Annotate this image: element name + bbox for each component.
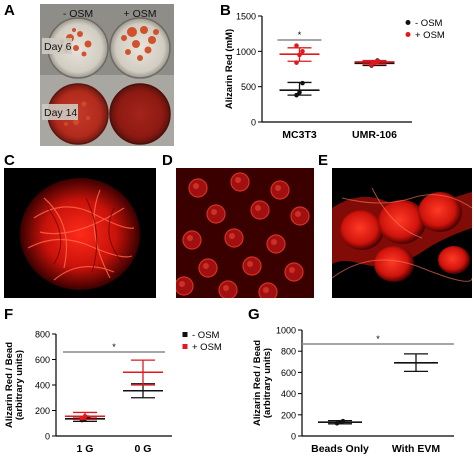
panel-letter-f: F (4, 306, 14, 323)
y-axis-label: Alizarin Red (mM) (224, 29, 235, 109)
panel-letter-g: G (248, 306, 260, 323)
y-tick-label: 800 (281, 347, 296, 357)
fibrous-texture (27, 189, 135, 281)
dispersed-bead-highlight (235, 177, 241, 183)
evm-bead-3 (418, 192, 462, 232)
y-tick-label: 0 (291, 432, 296, 442)
legend-label: + OSM (415, 30, 445, 41)
dispersed-bead-highlight (271, 239, 277, 245)
evm-bead-2 (378, 200, 426, 244)
panel-c-micrograph (4, 168, 156, 298)
data-point (297, 90, 302, 95)
dispersed-bead-highlight (247, 261, 253, 267)
legend-marker (182, 344, 188, 349)
data-point (82, 413, 88, 419)
evm-bead-1 (340, 210, 384, 250)
y-tick-label: 1000 (276, 326, 296, 336)
y-axis-label: Alizarin Red / Bead (252, 340, 263, 426)
x-tick-label: 1 G (77, 443, 94, 455)
panel-letter-b: B (220, 2, 231, 19)
bead-aggregate (20, 178, 140, 290)
data-point (300, 49, 305, 54)
x-tick-label: Beads Only (311, 443, 369, 455)
panel-e-micrograph (332, 168, 472, 298)
dispersed-bead-highlight (295, 211, 301, 217)
row-label-day14: Day 14 (44, 107, 77, 119)
dark-texture (47, 197, 125, 273)
data-point (300, 80, 305, 86)
data-point (294, 43, 299, 48)
significance-label: * (298, 30, 302, 40)
significance-label: * (376, 334, 380, 344)
panel-letter-e: E (318, 152, 329, 169)
panel-letter-d: D (162, 152, 173, 169)
evm-fibers (332, 187, 472, 282)
y-tick-label: 400 (281, 389, 296, 399)
x-tick-label: UMR-106 (352, 129, 397, 141)
dispersed-bead (176, 276, 194, 296)
y-tick-label: 600 (281, 368, 296, 378)
significance-label: * (112, 342, 116, 352)
evm-bead-4 (374, 246, 414, 282)
y-tick-label: 600 (35, 355, 50, 365)
y-tick-label: 1000 (236, 47, 256, 57)
data-point (294, 92, 299, 98)
evm-beads-image (332, 187, 472, 282)
y-tick-label: 1500 (236, 12, 256, 22)
well-day14-plus-osm (109, 83, 171, 145)
y-tick-label: 400 (35, 381, 50, 391)
y-tick-label: 500 (241, 82, 256, 92)
legend-marker (405, 20, 411, 25)
dispersed-bead-highlight (263, 287, 269, 293)
chart-g: 0 200 400 600 800 1000 Alizarin Red / Bead (arb… (252, 326, 454, 455)
data-point (340, 418, 346, 424)
dispersed-bead-highlight (193, 183, 199, 189)
dispersed-bead-highlight (203, 263, 209, 269)
dispersed-bead-highlight (229, 233, 235, 239)
legend-marker (405, 32, 411, 37)
y-tick-label: 200 (35, 406, 50, 416)
panel-a-photo: - OSM + OSM Day 6 Day 14 (40, 4, 174, 146)
x-tick-label: With EVM (392, 443, 441, 455)
row-label-bg-day6 (42, 38, 72, 54)
dispersed-bead-highlight (223, 285, 229, 291)
y-tick-label: 200 (281, 410, 296, 420)
dispersed-bead-highlight (179, 281, 185, 287)
dispersed-bead-highlight (255, 205, 261, 211)
panel-letter-a: A (4, 2, 15, 19)
bead-cluster-image (20, 178, 140, 290)
data-point (294, 60, 299, 65)
dispersed-bead-highlight (275, 185, 281, 191)
data-point (297, 52, 302, 58)
legend-marker (182, 332, 188, 337)
dispersed-bead-highlight (187, 235, 193, 241)
well-plate-photo: - OSM + OSM Day 6 Day 14 (40, 4, 174, 146)
legend-label: - OSM (415, 18, 443, 29)
x-tick-label: MC3T3 (282, 129, 317, 141)
y-tick-label: 800 (35, 330, 50, 340)
col-label-plus-osm: + OSM (124, 8, 157, 20)
col-label-minus-osm: - OSM (63, 8, 93, 20)
y-axis-label: Alizarin Red / Bead (4, 342, 15, 428)
data-point (375, 58, 380, 64)
chart-f: 0 200 400 600 800 Alizarin Red / Bead (arbitra… (4, 330, 222, 456)
y-tick-label: 0 (251, 118, 256, 128)
row-label-bg-day14 (42, 104, 78, 120)
dispersed-bead-highlight (289, 267, 295, 273)
legend-label: - OSM (192, 330, 220, 341)
y-tick-label: 0 (45, 432, 50, 442)
panel-d-micrograph (176, 168, 314, 298)
y-axis-label: (arbitrary units) (262, 348, 273, 418)
panel-letter-c: C (4, 152, 15, 169)
dispersed-bead-highlight (211, 209, 217, 215)
well-day6-plus-osm (109, 17, 171, 79)
evm-bead-5 (438, 246, 470, 274)
x-tick-label: 0 G (135, 443, 152, 455)
legend-label: + OSM (192, 342, 222, 353)
dispersed-beads-image (176, 168, 314, 298)
row-label-day6: Day 6 (44, 41, 72, 53)
y-axis-label: (arbitrary units) (14, 350, 25, 420)
